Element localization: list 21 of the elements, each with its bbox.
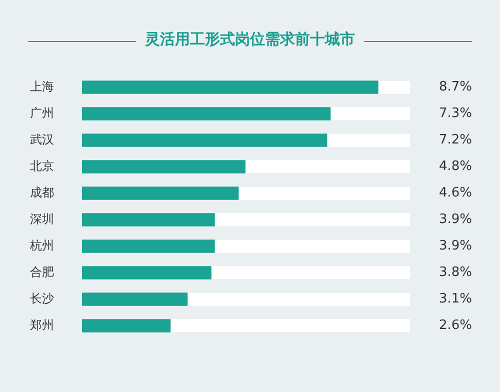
y-tick-label: 郑州 (30, 318, 54, 332)
data-label: 3.8% (438, 265, 472, 280)
y-tick-label: 上海 (30, 79, 54, 94)
y-tick-label: 深圳 (30, 212, 54, 226)
y-tick-label: 武汉 (30, 132, 54, 146)
y-tick-label: 长沙 (30, 291, 54, 306)
y-tick-label: 广州 (30, 106, 54, 120)
data-label: 7.2% (438, 132, 472, 148)
data-label: 2.6% (438, 318, 472, 334)
y-tick-label: 合肥 (30, 264, 54, 279)
y-tick-label: 北京 (30, 158, 54, 173)
data-label: 7.3% (438, 106, 472, 122)
data-label: 8.7% (438, 80, 472, 95)
y-tick-label: 成都 (30, 185, 54, 200)
data-label: 4.8% (438, 159, 472, 174)
data-label: 3.1% (438, 292, 472, 307)
y-tick-label: 杭州 (29, 238, 54, 252)
data-label: 3.9% (438, 238, 472, 254)
chart-title: 灵活用工形式岗位需求前十城市 (144, 30, 356, 49)
data-label: 3.9% (438, 212, 472, 228)
data-label: 4.6% (438, 186, 472, 201)
